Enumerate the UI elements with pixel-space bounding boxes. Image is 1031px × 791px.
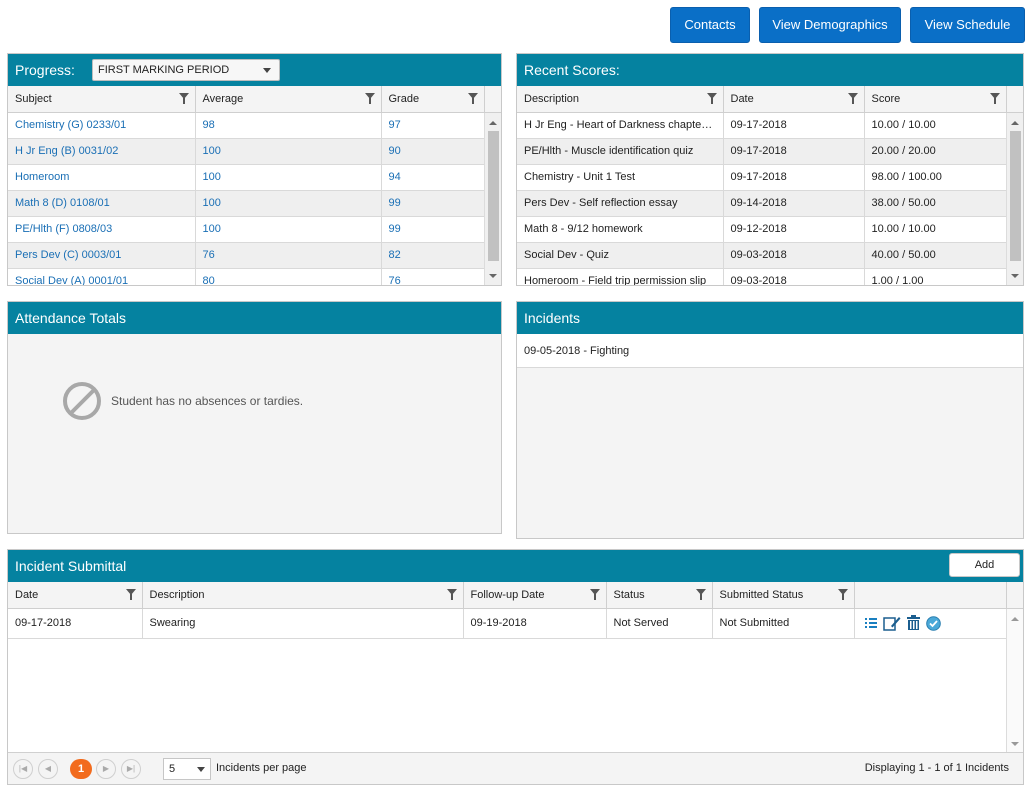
table-row[interactable]: PE/Hlth - Muscle identification quiz 09-1… [517,138,1007,165]
filter-icon[interactable] [847,93,858,104]
recent-scores-panel: Recent Scores: Description Date Score H … [516,53,1024,286]
header-spacer [484,86,501,113]
table-row[interactable]: H Jr Eng - Heart of Darkness chapter ...… [517,112,1007,139]
progress-header: Progress: FIRST MARKING PERIOD [8,54,501,86]
table-row[interactable]: H Jr Eng (B) 0031/02 100 90 [8,138,485,165]
list-item[interactable]: 09-05-2018 - Fighting [517,334,1023,368]
table-row[interactable]: Social Dev (A) 0001/01 80 76 [8,268,485,285]
scroll-thumb[interactable] [488,131,499,261]
table-row[interactable]: Homeroom - Field trip permission slip 09-… [517,268,1007,285]
chevron-down-icon [197,767,205,772]
filter-icon[interactable] [695,589,706,600]
incident-submittal-title: Incident Submittal [15,558,127,574]
table-row[interactable]: Social Dev - Quiz 09-03-2018 40.00 / 50.00 [517,242,1007,269]
view-demographics-button[interactable]: View Demographics [759,7,901,43]
column-header-actions [854,582,1008,609]
attendance-header: Attendance Totals [8,302,501,334]
scroll-up-icon[interactable] [489,121,497,125]
chevron-down-icon [263,68,271,73]
recent-scores-title: Recent Scores: [524,62,620,78]
column-header-grade[interactable]: Grade [381,86,485,113]
column-header-score[interactable]: Score [864,86,1007,113]
filter-icon[interactable] [446,589,457,600]
filter-icon[interactable] [125,589,136,600]
table-row[interactable]: 09-17-2018 Swearing 09-19-2018 Not Serve… [8,608,1008,639]
table-row[interactable]: Math 8 (D) 0108/01 100 99 [8,190,485,217]
recent-scores-scrollbar[interactable] [1006,113,1023,285]
column-header-description[interactable]: Description [517,86,724,113]
incident-submittal-scrollbar[interactable] [1006,609,1023,753]
table-row[interactable]: Pers Dev (C) 0003/01 76 82 [8,242,485,269]
recent-scores-table: Description Date Score H Jr Eng - Heart … [517,86,1007,285]
row-actions [854,608,1008,639]
table-row[interactable]: Pers Dev - Self reflection essay 09-14-20… [517,190,1007,217]
no-entry-icon [63,382,101,420]
filter-icon[interactable] [364,93,375,104]
contacts-button[interactable]: Contacts [670,7,750,43]
progress-title: Progress: [15,62,75,78]
table-row[interactable]: Chemistry - Unit 1 Test 09-17-2018 98.00 /… [517,164,1007,191]
scroll-up-icon[interactable] [1011,121,1019,125]
add-incident-button[interactable]: Add [949,553,1020,577]
incident-submittal-panel: Incident Submittal Add Date Description … [7,549,1024,785]
progress-panel: Progress: FIRST MARKING PERIOD Subject A… [7,53,502,286]
column-header-followup-date[interactable]: Follow-up Date [463,582,607,609]
filter-icon[interactable] [989,93,1000,104]
submit-check-icon[interactable] [925,615,941,631]
table-row[interactable]: Homeroom 100 94 [8,164,485,191]
displaying-count: Displaying 1 - 1 of 1 Incidents [864,762,1009,774]
trash-icon[interactable] [906,615,921,631]
per-page-label: Incidents per page [216,762,307,774]
column-header-date[interactable]: Date [723,86,865,113]
attendance-empty-message: Student has no absences or tardies. [111,394,304,408]
scroll-down-icon[interactable] [1011,274,1019,278]
view-schedule-button[interactable]: View Schedule [910,7,1025,43]
column-header-submitted-status[interactable]: Submitted Status [712,582,855,609]
incident-submittal-header: Incident Submittal Add [8,550,1023,582]
table-row[interactable]: Chemistry (G) 0233/01 98 97 [8,112,485,139]
per-page-value: 5 [169,763,176,775]
column-header-average[interactable]: Average [195,86,382,113]
scroll-up-icon[interactable] [1011,617,1019,621]
attendance-panel: Attendance Totals Student has no absence… [7,301,502,534]
filter-icon[interactable] [467,93,478,104]
incidents-header: Incidents [517,302,1023,334]
header-spacer [1006,86,1023,113]
incidents-panel: Incidents 09-05-2018 - Fighting [516,301,1024,539]
incidents-title: Incidents [524,310,581,326]
column-header-status[interactable]: Status [606,582,713,609]
first-page-icon[interactable]: |◀ [13,759,33,779]
recent-scores-header: Recent Scores: [517,54,1023,86]
prev-page-icon[interactable]: ◀ [38,759,58,779]
per-page-select[interactable]: 5 [163,758,211,780]
header-spacer [1006,582,1023,609]
progress-scrollbar[interactable] [484,113,501,285]
table-row[interactable]: Math 8 - 9/12 homework 09-12-2018 10.00 / … [517,216,1007,243]
incident-item-label: 09-05-2018 - Fighting [524,345,630,357]
column-header-date[interactable]: Date [8,582,143,609]
details-list-icon[interactable] [864,616,878,630]
scroll-down-icon[interactable] [489,274,497,278]
pager: |◀ ◀ 1 ▶ ▶| 5 Incidents per page Display… [8,752,1023,784]
filter-icon[interactable] [837,589,848,600]
filter-icon[interactable] [706,93,717,104]
scroll-thumb[interactable] [1010,131,1021,261]
filter-icon[interactable] [589,589,600,600]
edit-icon[interactable] [882,615,901,631]
table-row[interactable]: PE/Hlth (F) 0808/03 100 99 [8,216,485,243]
current-page[interactable]: 1 [70,759,92,779]
next-page-icon[interactable]: ▶ [96,759,116,779]
marking-period-select[interactable]: FIRST MARKING PERIOD [92,59,280,81]
column-header-subject[interactable]: Subject [8,86,196,113]
incident-submittal-table: Date Description Follow-up Date Status S… [8,582,1008,639]
column-header-description[interactable]: Description [142,582,464,609]
attendance-title: Attendance Totals [15,310,127,326]
last-page-icon[interactable]: ▶| [121,759,141,779]
marking-period-value: FIRST MARKING PERIOD [98,64,230,76]
progress-table: Subject Average Grade Chemistry (G) 0233… [8,86,485,285]
scroll-down-icon[interactable] [1011,742,1019,746]
filter-icon[interactable] [178,93,189,104]
